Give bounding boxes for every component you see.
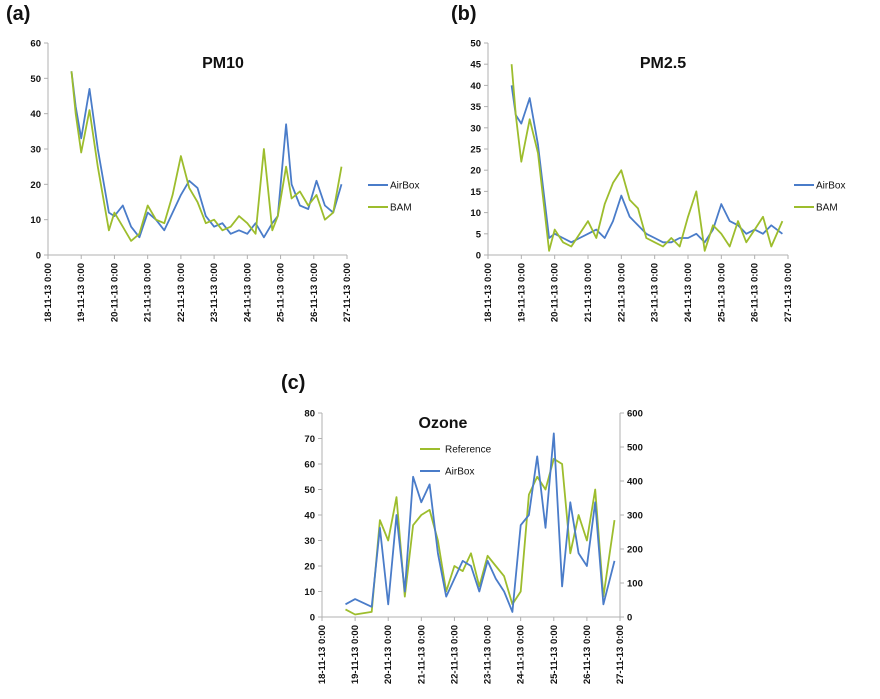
y-tick-label: 0 <box>310 613 315 624</box>
legend-label: AirBox <box>390 181 419 192</box>
y-tick-label: 45 <box>470 60 481 71</box>
y-tick-label: 50 <box>470 39 481 50</box>
legend-label: BAM <box>390 203 412 214</box>
y-tick-label: 80 <box>304 409 315 420</box>
y-tick-label: 30 <box>30 145 41 156</box>
y-tick-label: 30 <box>304 536 315 547</box>
y2-tick-label: 500 <box>627 443 643 454</box>
panel-label-c: (c) <box>281 372 306 394</box>
y2-tick-label: 100 <box>627 579 643 590</box>
legend-label: AirBox <box>816 181 845 192</box>
y-tick-label: 10 <box>30 215 41 226</box>
y-tick-label: 50 <box>30 74 41 85</box>
y-tick-label: 60 <box>304 460 315 471</box>
x-tick-label: 25-11-13 0:00 <box>276 263 287 322</box>
series-line-bam <box>70 71 343 242</box>
x-tick-label: 18-11-13 0:00 <box>317 625 328 684</box>
series-line-bam <box>510 64 784 252</box>
legend-label: AirBox <box>445 467 474 478</box>
chart-title: PM2.5 <box>640 55 686 72</box>
x-tick-label: 19-11-13 0:00 <box>350 625 361 684</box>
x-tick-label: 25-11-13 0:00 <box>549 625 560 684</box>
y-tick-label: 30 <box>470 123 481 134</box>
x-tick-label: 20-11-13 0:00 <box>550 263 561 322</box>
chart-title: Ozone <box>419 415 468 432</box>
x-tick-label: 20-11-13 0:00 <box>383 625 394 684</box>
y-tick-label: 10 <box>304 587 315 598</box>
x-tick-label: 26-11-13 0:00 <box>582 625 593 684</box>
panel-label-b: (b) <box>451 3 477 25</box>
y-tick-label: 40 <box>30 109 41 120</box>
x-tick-label: 23-11-13 0:00 <box>483 625 494 684</box>
y2-tick-label: 300 <box>627 511 643 522</box>
y-tick-label: 20 <box>30 180 41 191</box>
y2-tick-label: 400 <box>627 477 643 488</box>
x-tick-label: 24-11-13 0:00 <box>242 263 253 322</box>
y-tick-label: 40 <box>304 511 315 522</box>
y2-tick-label: 200 <box>627 545 643 556</box>
y-tick-label: 20 <box>304 562 315 573</box>
y-tick-label: 10 <box>470 208 481 219</box>
x-tick-label: 24-11-13 0:00 <box>683 263 694 322</box>
x-tick-label: 21-11-13 0:00 <box>583 263 594 322</box>
x-tick-label: 23-11-13 0:00 <box>650 263 661 322</box>
series-line-airbox <box>510 85 783 244</box>
y2-tick-label: 600 <box>627 409 643 420</box>
x-tick-label: 22-11-13 0:00 <box>616 263 627 322</box>
x-tick-label: 21-11-13 0:00 <box>416 625 427 684</box>
chart-a: 0 10 20 30 40 50 60 18-11-13 0:00 19-11-13 0:00 2… <box>30 39 419 323</box>
series-line-airbox <box>70 71 343 239</box>
chart-c: 0 10 20 30 40 50 60 70 80 0 100 200 300 400 500 600 18-1… <box>304 409 642 685</box>
panel-label-a: (a) <box>6 3 31 25</box>
y-tick-label: 20 <box>470 166 481 177</box>
x-tick-label: 26-11-13 0:00 <box>309 263 320 322</box>
legend-label: BAM <box>816 203 838 214</box>
x-tick-label: 25-11-13 0:00 <box>716 263 727 322</box>
y-tick-label: 0 <box>476 251 481 262</box>
x-tick-label: 18-11-13 0:00 <box>483 263 494 322</box>
series-line-airbox <box>345 432 616 613</box>
y-tick-label: 5 <box>476 229 482 240</box>
y2-tick-label: 0 <box>627 613 632 624</box>
y-tick-label: 15 <box>470 187 481 198</box>
x-tick-label: 24-11-13 0:00 <box>516 625 527 684</box>
chart-title: PM10 <box>202 55 244 72</box>
x-tick-label: 21-11-13 0:00 <box>143 263 154 322</box>
legend-label: Reference <box>445 445 492 456</box>
y-tick-label: 0 <box>36 251 41 262</box>
x-tick-label: 18-11-13 0:00 <box>43 263 54 322</box>
x-tick-label: 27-11-13 0:00 <box>342 263 353 322</box>
x-tick-label: 22-11-13 0:00 <box>176 263 187 322</box>
x-tick-label: 23-11-13 0:00 <box>209 263 220 322</box>
series-line-reference <box>345 457 616 616</box>
x-tick-label: 20-11-13 0:00 <box>109 263 120 322</box>
x-tick-label: 27-11-13 0:00 <box>783 263 794 322</box>
y-tick-label: 40 <box>470 81 481 92</box>
y-tick-label: 70 <box>304 434 315 445</box>
x-tick-label: 22-11-13 0:00 <box>449 625 460 684</box>
y-tick-label: 35 <box>470 102 481 113</box>
x-tick-label: 27-11-13 0:00 <box>615 625 626 684</box>
y-tick-label: 60 <box>30 39 41 50</box>
x-tick-label: 19-11-13 0:00 <box>516 263 527 322</box>
y-tick-label: 25 <box>470 145 481 156</box>
x-tick-label: 19-11-13 0:00 <box>76 263 87 322</box>
chart-b: 0 5 10 15 20 25 30 35 40 45 50 18-11-13 0:00 19-11-1… <box>470 39 845 323</box>
y-tick-label: 50 <box>304 485 315 496</box>
x-tick-label: 26-11-13 0:00 <box>750 263 761 322</box>
